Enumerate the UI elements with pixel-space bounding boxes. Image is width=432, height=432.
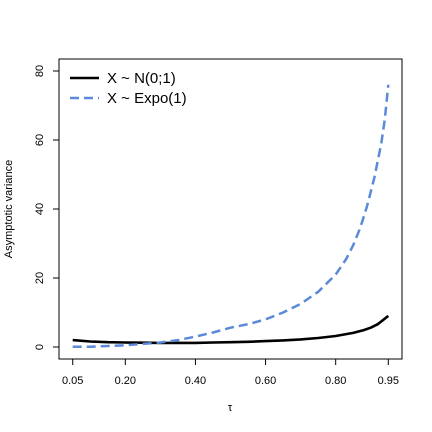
legend-label-1: X ~ N(0;1) [107,70,176,87]
x-tick-label: 0.95 [378,375,399,387]
series-layer [72,84,390,349]
x-axis: 0.05 0.20 0.40 0.60 0.80 0.95 [62,359,399,387]
y-axis: 0 20 40 60 80 [34,65,59,350]
y-tick-label: 60 [34,134,46,146]
x-tick-label: 0.80 [325,375,346,387]
series-line-1 [72,314,390,345]
x-tick-label: 0.20 [115,375,136,387]
x-tick-label: 0.05 [62,375,83,387]
y-axis-title: Asymptotic variance [3,160,15,258]
y-tick-label: 40 [34,203,46,215]
series-line-2 [72,84,390,349]
x-tick-label: 0.40 [185,375,206,387]
y-tick-label: 80 [34,65,46,77]
y-tick-label: 20 [34,272,46,284]
legend: X ~ N(0;1) X ~ Expo(1) [70,70,187,107]
legend-label-2: X ~ Expo(1) [107,90,187,107]
x-tick-label: 0.60 [255,375,276,387]
x-axis-title: τ [228,402,233,414]
y-tick-label: 0 [34,344,46,350]
